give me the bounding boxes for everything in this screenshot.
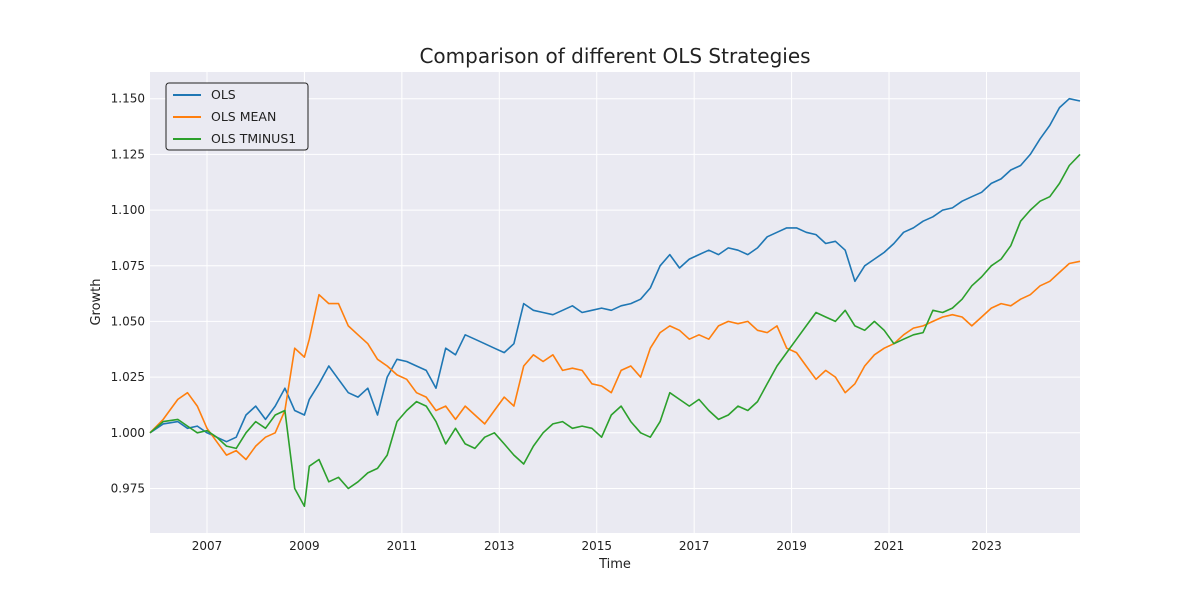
legend-label: OLS TMINUS1 [211,131,296,146]
y-tick-label: 1.150 [111,92,145,106]
y-tick-label: 0.975 [111,481,145,495]
legend: OLS OLS MEAN OLS TMINUS1 [165,82,309,151]
x-tick-label: 2021 [874,539,905,553]
x-axis-ticks: 2007 2009 2011 2013 2015 2017 2019 2021 2023 [192,539,1002,553]
series-line-ols-tminus1 [149,153,1081,508]
legend-label: OLS MEAN [211,109,276,124]
legend-box [165,82,309,151]
x-tick-label: 2013 [484,539,515,553]
x-axis-label: Time [598,557,631,572]
x-tick-label: 2011 [387,539,418,553]
y-axis-label: Growth [89,278,104,325]
x-tick-label: 2023 [971,539,1002,553]
series-lines [149,97,1081,508]
series-line-ols-mean [149,260,1081,461]
y-tick-label: 1.075 [111,259,145,273]
chart-title: Comparison of different OLS Strategies [419,44,810,68]
x-tick-label: 2015 [581,539,612,553]
series-line-ols [149,97,1081,443]
y-axis-ticks: 0.975 1.000 1.025 1.050 1.075 1.100 1.125 1.150 [111,92,145,496]
x-tick-label: 2009 [289,539,320,553]
x-tick-label: 2017 [679,539,710,553]
grid-lines [150,72,1080,533]
y-tick-label: 1.000 [111,426,145,440]
y-tick-label: 1.050 [111,314,145,328]
legend-label: OLS [211,87,236,102]
x-tick-label: 2007 [192,539,223,553]
y-tick-label: 1.125 [111,147,145,161]
y-tick-label: 1.025 [111,370,145,384]
x-tick-label: 2019 [776,539,807,553]
y-tick-label: 1.100 [111,203,145,217]
